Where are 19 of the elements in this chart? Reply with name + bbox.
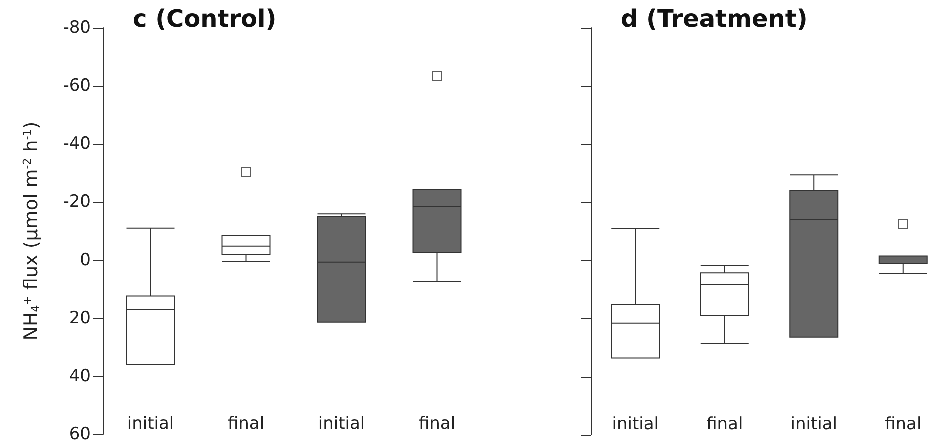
y-tick-label: 40 [69, 366, 91, 386]
x-tick-label: final [885, 414, 922, 434]
chart-title: d (Treatment) [621, 5, 808, 33]
x-tick-label: final [228, 414, 265, 434]
y-tick-label: -80 [63, 18, 91, 38]
x-tick-label: initial [790, 414, 838, 434]
x-tick-label: final [418, 414, 456, 434]
y-tick-label: 60 [69, 424, 91, 443]
y-tick-label: -60 [63, 76, 91, 96]
y-axis-title: NH4+ flux (µmol m-2 h-1) [20, 122, 42, 341]
x-tick-label: initial [127, 414, 174, 434]
x-tick-label: initial [612, 414, 659, 434]
y-tick-label: 0 [80, 250, 91, 270]
x-tick-label: final [706, 414, 744, 434]
y-tick-label: -40 [63, 134, 91, 154]
chart-title: c (Control) [133, 5, 277, 33]
y-tick-label: -20 [63, 192, 91, 212]
y-tick-label: 20 [69, 308, 91, 328]
x-tick-label: initial [318, 414, 366, 434]
